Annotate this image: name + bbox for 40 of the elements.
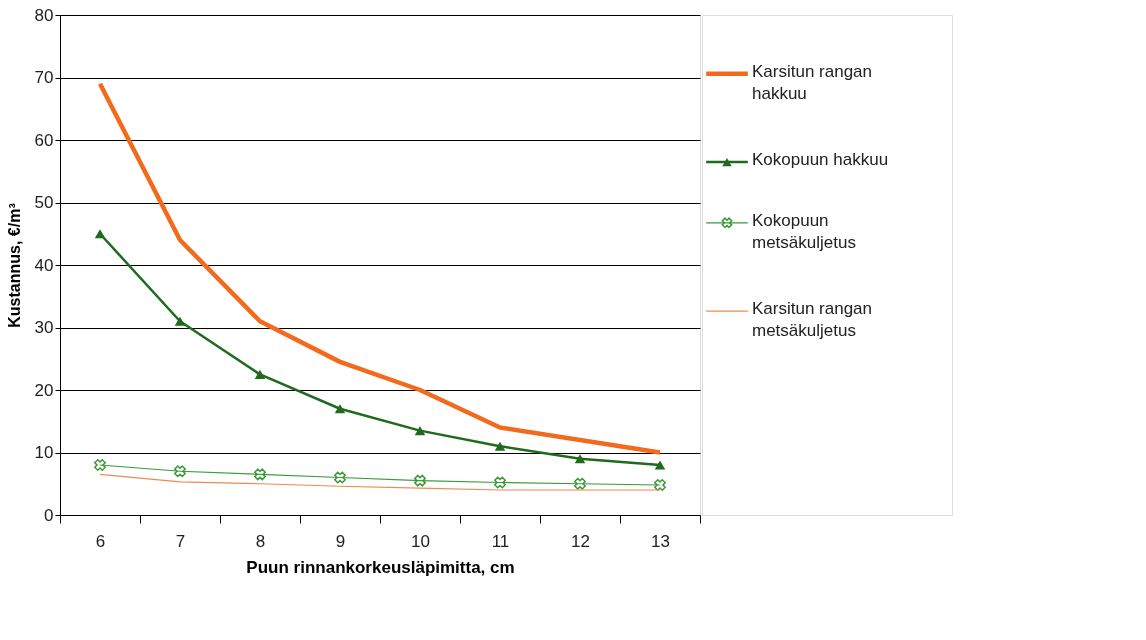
- point: [94, 459, 106, 471]
- x-tick-label: 12: [571, 531, 590, 551]
- x-tick-label: 13: [651, 531, 670, 551]
- y-tick-label: 40: [34, 255, 54, 275]
- line-series: [97, 81, 663, 455]
- legend-label: Kokopuun hakkuu: [752, 150, 889, 170]
- y-tick-label: 30: [34, 318, 54, 337]
- y-tick-label: 50: [34, 193, 54, 212]
- point: [94, 229, 106, 239]
- legend-label: Kokopuun metsäkuljetus: [752, 210, 856, 252]
- point: [254, 369, 266, 379]
- point: [174, 465, 186, 478]
- y-tick-label: 20: [34, 380, 54, 400]
- point: [414, 474, 426, 487]
- point: [334, 404, 346, 414]
- y-tick-label: 0: [44, 505, 54, 525]
- y-tick-label: 60: [34, 130, 54, 150]
- point: [654, 479, 666, 491]
- point: [414, 426, 426, 436]
- point: [574, 477, 586, 490]
- y-axis-title: Kustannus, €/m³: [5, 203, 23, 328]
- point: [334, 471, 346, 484]
- x-tick-label: 6: [95, 531, 106, 551]
- x-tick-label: 7: [175, 531, 186, 551]
- x-axis-title: Puun rinnankorkeusläpimitta, cm: [246, 557, 515, 577]
- legend-label: Karsitun rangan metsäkuljetus: [752, 299, 873, 341]
- point: [174, 316, 186, 326]
- point: [254, 468, 266, 481]
- point: [574, 454, 586, 464]
- y-tick-label: 70: [34, 68, 54, 87]
- x-tick-label: 9: [335, 531, 346, 551]
- y-tick-label: 80: [34, 5, 54, 25]
- x-tick-label: 10: [411, 531, 430, 551]
- legend-label: Karsitun rangan hakkuu: [752, 61, 873, 103]
- point: [494, 476, 506, 489]
- point: [654, 460, 666, 470]
- x-tick-label: 11: [491, 531, 510, 551]
- x-tick-label: 8: [255, 531, 266, 551]
- point: [494, 441, 506, 451]
- y-tick-label: 10: [34, 443, 54, 462]
